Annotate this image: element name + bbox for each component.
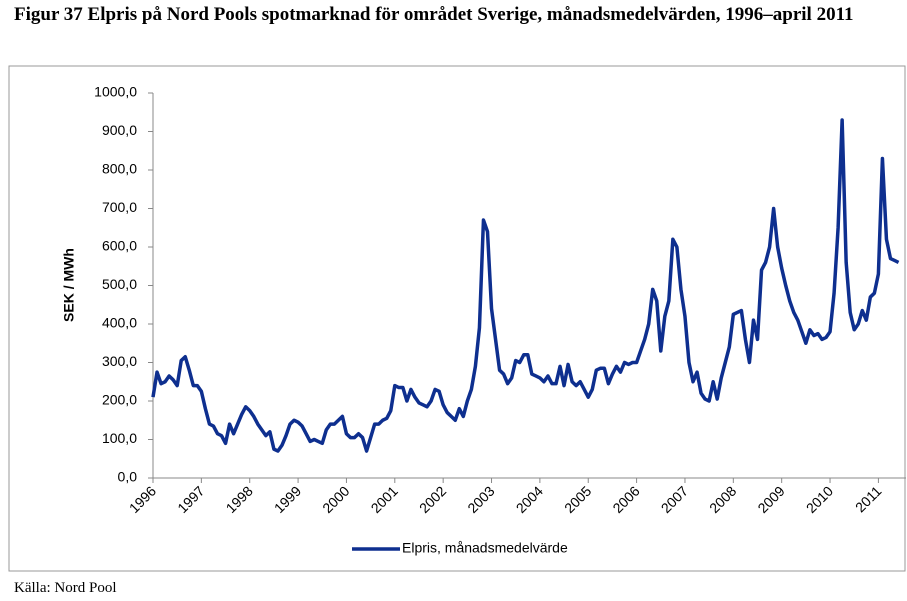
x-tick-label: 2004: [513, 483, 546, 516]
y-tick-label: 600,0: [102, 238, 137, 254]
y-tick-label: 200,0: [102, 392, 137, 408]
y-tick-label: 300,0: [102, 353, 137, 369]
y-tick-label: 700,0: [102, 199, 137, 215]
x-tick-label: 2000: [319, 483, 352, 516]
x-tick-label: 2003: [464, 483, 497, 516]
x-tick-label: 2011: [852, 483, 885, 516]
source: Källa: Nord Pool: [14, 580, 117, 596]
legend-label: Elpris, månadsmedelvärde: [402, 540, 568, 556]
y-tick-label: 900,0: [102, 122, 137, 138]
y-axis-label: SEK / MWh: [61, 248, 77, 322]
x-tick-label: 1998: [222, 483, 255, 516]
chart-title: Figur 37 Elpris på Nord Pools spotmarkna…: [14, 4, 854, 25]
x-tick-label: 2007: [658, 483, 691, 516]
x-tick-label: 2002: [416, 483, 449, 516]
y-tick-label: 1000,0: [94, 84, 137, 100]
x-tick-label: 2001: [368, 483, 401, 516]
y-tick-label: 400,0: [102, 315, 137, 331]
x-tick-label: 2008: [706, 483, 739, 516]
y-tick-label: 100,0: [102, 430, 137, 446]
x-tick-label: 2006: [609, 483, 642, 516]
line-series: [151, 118, 900, 453]
y-tick-label: 800,0: [102, 161, 137, 177]
x-tick-label: 2009: [754, 483, 787, 516]
x-tick-label: 1997: [174, 483, 207, 516]
x-tick-label: 1996: [126, 483, 159, 516]
title-box: Figur 37 Elpris på Nord Pools spotmarkna…: [14, 4, 854, 25]
x-tick-label: 1999: [271, 483, 304, 516]
frame: [8, 65, 906, 572]
x-tick-label: 2010: [803, 483, 836, 516]
y-tick-label: 500,0: [102, 276, 137, 292]
x-tick-label: 2005: [561, 483, 594, 516]
y-tick-label: 0,0: [118, 469, 138, 485]
